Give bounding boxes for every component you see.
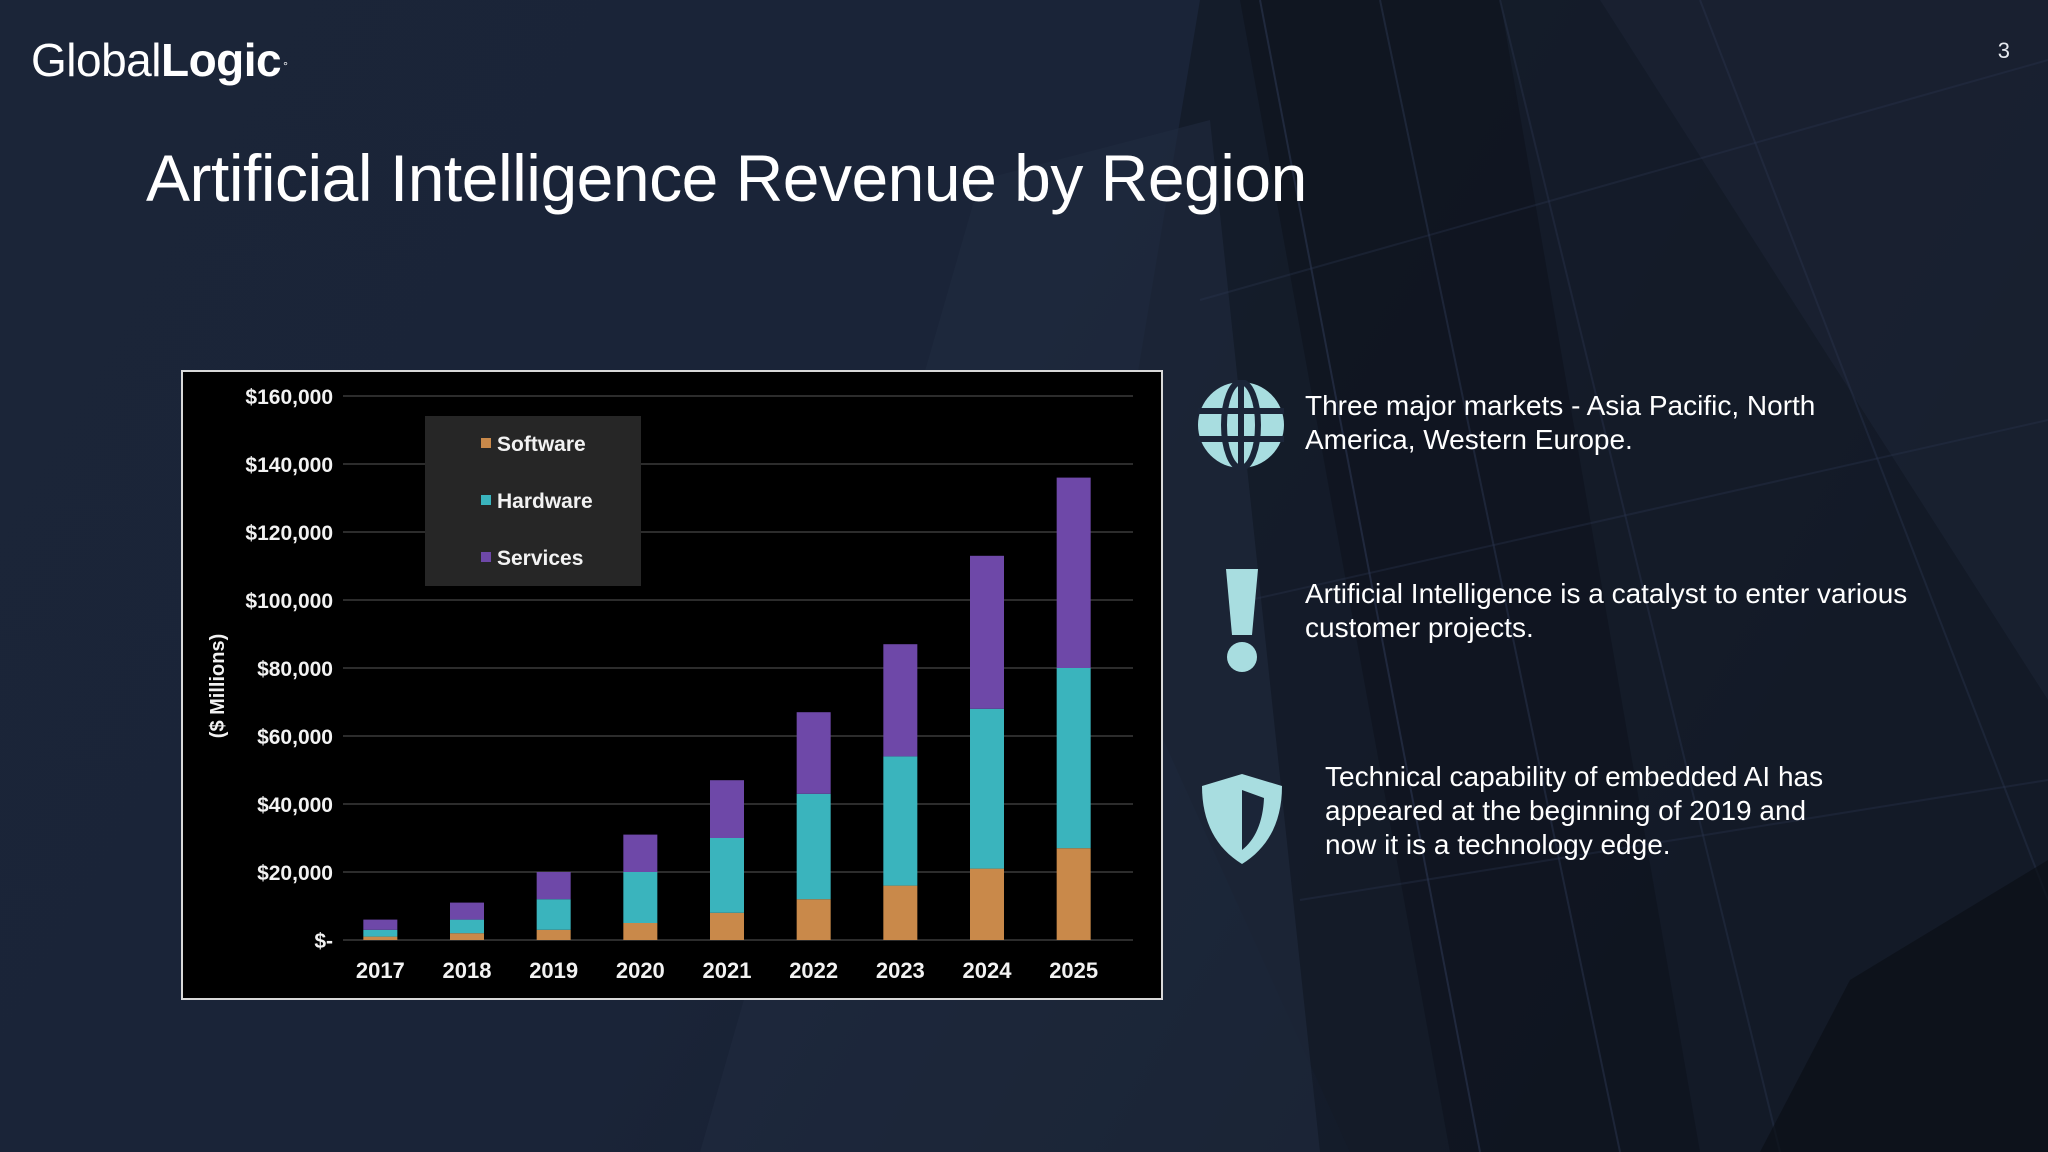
y-tick-label: $40,000 bbox=[257, 794, 333, 817]
legend-swatch-services bbox=[481, 552, 491, 562]
bar-software-2019 bbox=[536, 929, 571, 940]
x-tick-label: 2022 bbox=[789, 958, 838, 983]
bar-services-2019 bbox=[536, 872, 571, 900]
bar-services-2020 bbox=[623, 834, 658, 872]
bar-hardware-2017 bbox=[363, 929, 398, 937]
legend-box bbox=[425, 416, 641, 586]
bar-services-2025 bbox=[1056, 477, 1091, 668]
bar-software-2025 bbox=[1056, 848, 1091, 940]
bar-hardware-2022 bbox=[796, 793, 831, 900]
revenue-chart: $- $20,000 $40,000 $60,000 $80,000 $100,000 $1… bbox=[181, 370, 1163, 1000]
bar-services-2024 bbox=[970, 555, 1004, 709]
y-tick-label: $60,000 bbox=[257, 726, 333, 749]
bar-software-2022 bbox=[796, 899, 831, 940]
bar-services-2017 bbox=[363, 919, 398, 930]
y-axis-label: ($ Millions) bbox=[207, 634, 229, 738]
legend-label-hardware: Hardware bbox=[497, 490, 593, 513]
y-tick-label: $80,000 bbox=[257, 658, 333, 681]
globe-icon bbox=[1198, 380, 1284, 470]
x-tick-label: 2020 bbox=[616, 958, 665, 983]
bullet-text-technical: Technical capability of embedded AI has … bbox=[1325, 761, 1824, 860]
y-tick-label: $20,000 bbox=[257, 862, 333, 885]
y-tick-label: $160,000 bbox=[245, 386, 333, 409]
bar-hardware-2024 bbox=[970, 708, 1004, 869]
bar-hardware-2023 bbox=[883, 756, 918, 886]
bar-hardware-2019 bbox=[536, 899, 571, 930]
bar-software-2017 bbox=[363, 936, 398, 940]
bar-services-2022 bbox=[796, 712, 831, 794]
x-tick-label: 2025 bbox=[1049, 958, 1098, 983]
bar-software-2020 bbox=[623, 923, 658, 940]
bar-software-2018 bbox=[450, 933, 484, 940]
legend-label-services: Services bbox=[497, 547, 583, 570]
x-tick-label: 2024 bbox=[963, 958, 1013, 983]
logo-prefix: Global bbox=[31, 34, 161, 86]
legend-label-software: Software bbox=[497, 433, 586, 456]
bar-hardware-2020 bbox=[623, 872, 658, 923]
bar-services-2018 bbox=[450, 902, 484, 920]
bar-software-2024 bbox=[970, 868, 1004, 940]
bar-hardware-2018 bbox=[450, 919, 484, 934]
y-tick-label: $140,000 bbox=[245, 454, 333, 477]
bullet-text-catalyst: Artificial Intelligence is a catalyst to… bbox=[1305, 578, 1908, 643]
x-tick-label: 2018 bbox=[443, 958, 492, 983]
bar-hardware-2025 bbox=[1056, 668, 1091, 849]
x-tick-label: 2021 bbox=[703, 958, 752, 983]
logo-suffix: Logic bbox=[160, 34, 282, 86]
x-tick-label: 2019 bbox=[529, 958, 578, 983]
legend-swatch-hardware bbox=[481, 495, 491, 505]
chart-svg: $- $20,000 $40,000 $60,000 $80,000 $100,000 $1… bbox=[207, 386, 1133, 983]
x-tick-label: 2023 bbox=[876, 958, 925, 983]
y-tick-label: $100,000 bbox=[245, 590, 333, 613]
y-tick-label: $120,000 bbox=[245, 522, 333, 545]
bullet-text-markets: Three major markets - Asia Pacific, Nort… bbox=[1305, 390, 1816, 455]
globallogic-logo: GlobalLogic ° bbox=[31, 32, 288, 88]
slide-title: Artificial Intelligence Revenue by Regio… bbox=[146, 141, 1307, 215]
bar-software-2023 bbox=[883, 885, 918, 940]
bar-services-2023 bbox=[883, 644, 918, 757]
bar-hardware-2021 bbox=[710, 838, 744, 913]
bar-software-2021 bbox=[710, 912, 744, 940]
bar-services-2021 bbox=[710, 780, 744, 838]
shield-icon bbox=[1202, 774, 1282, 864]
logo-mark: ° bbox=[283, 59, 288, 73]
page-number: 3 bbox=[1997, 38, 2010, 63]
exclamation-icon bbox=[1226, 569, 1258, 672]
y-tick-label: $- bbox=[314, 930, 333, 953]
legend-swatch-software bbox=[481, 438, 491, 448]
x-tick-label: 2017 bbox=[356, 958, 405, 983]
